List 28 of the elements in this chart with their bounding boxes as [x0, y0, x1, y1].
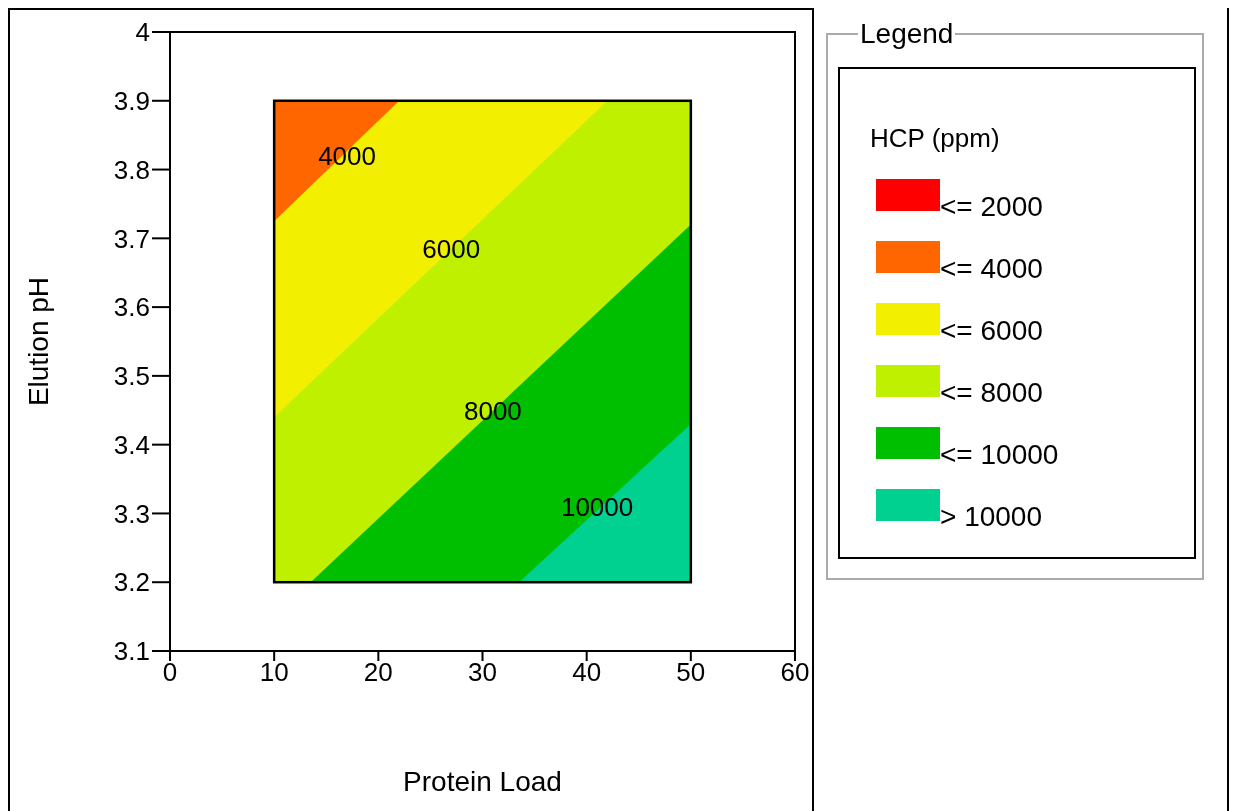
legend-title: HCP (ppm)	[870, 123, 1000, 154]
x-tick-label: 40	[572, 657, 602, 688]
text: Legend	[858, 18, 956, 50]
x-axis-title: Protein Load	[403, 766, 562, 797]
y-tick-label: 3.2	[113, 567, 150, 598]
y-tick-label: 3.8	[113, 154, 150, 185]
x-tick-label: 30	[468, 657, 497, 688]
x-tick-label: 50	[676, 657, 706, 688]
legend-label: <= 6000	[940, 315, 1043, 347]
x-tick-label: 60	[780, 657, 810, 688]
y-tick-label: 4	[135, 17, 150, 48]
legend-label: <= 4000	[940, 253, 1043, 285]
y-tick-label: 3.6	[113, 292, 150, 323]
x-tick-label: 0	[162, 657, 178, 688]
y-tick-label: 3.4	[113, 429, 150, 460]
y-axis-title: Elution pH	[22, 276, 54, 407]
y-tick-label: 3.1	[113, 636, 150, 667]
y-tick-label: 3.7	[113, 223, 150, 254]
x-tick-label: 20	[363, 657, 393, 688]
legend-label: <= 10000	[940, 439, 1059, 471]
x-tick-label: 10	[259, 657, 289, 688]
annotation: 6000	[422, 234, 481, 265]
legend-label: > 10000	[940, 501, 1042, 533]
legend-label: <= 2000	[940, 191, 1043, 223]
y-tick-label: 3.9	[113, 86, 150, 117]
y-tick-label: 3.5	[113, 361, 150, 392]
legend-label: <= 8000	[940, 377, 1043, 409]
y-tick-label: 3.3	[113, 498, 150, 529]
